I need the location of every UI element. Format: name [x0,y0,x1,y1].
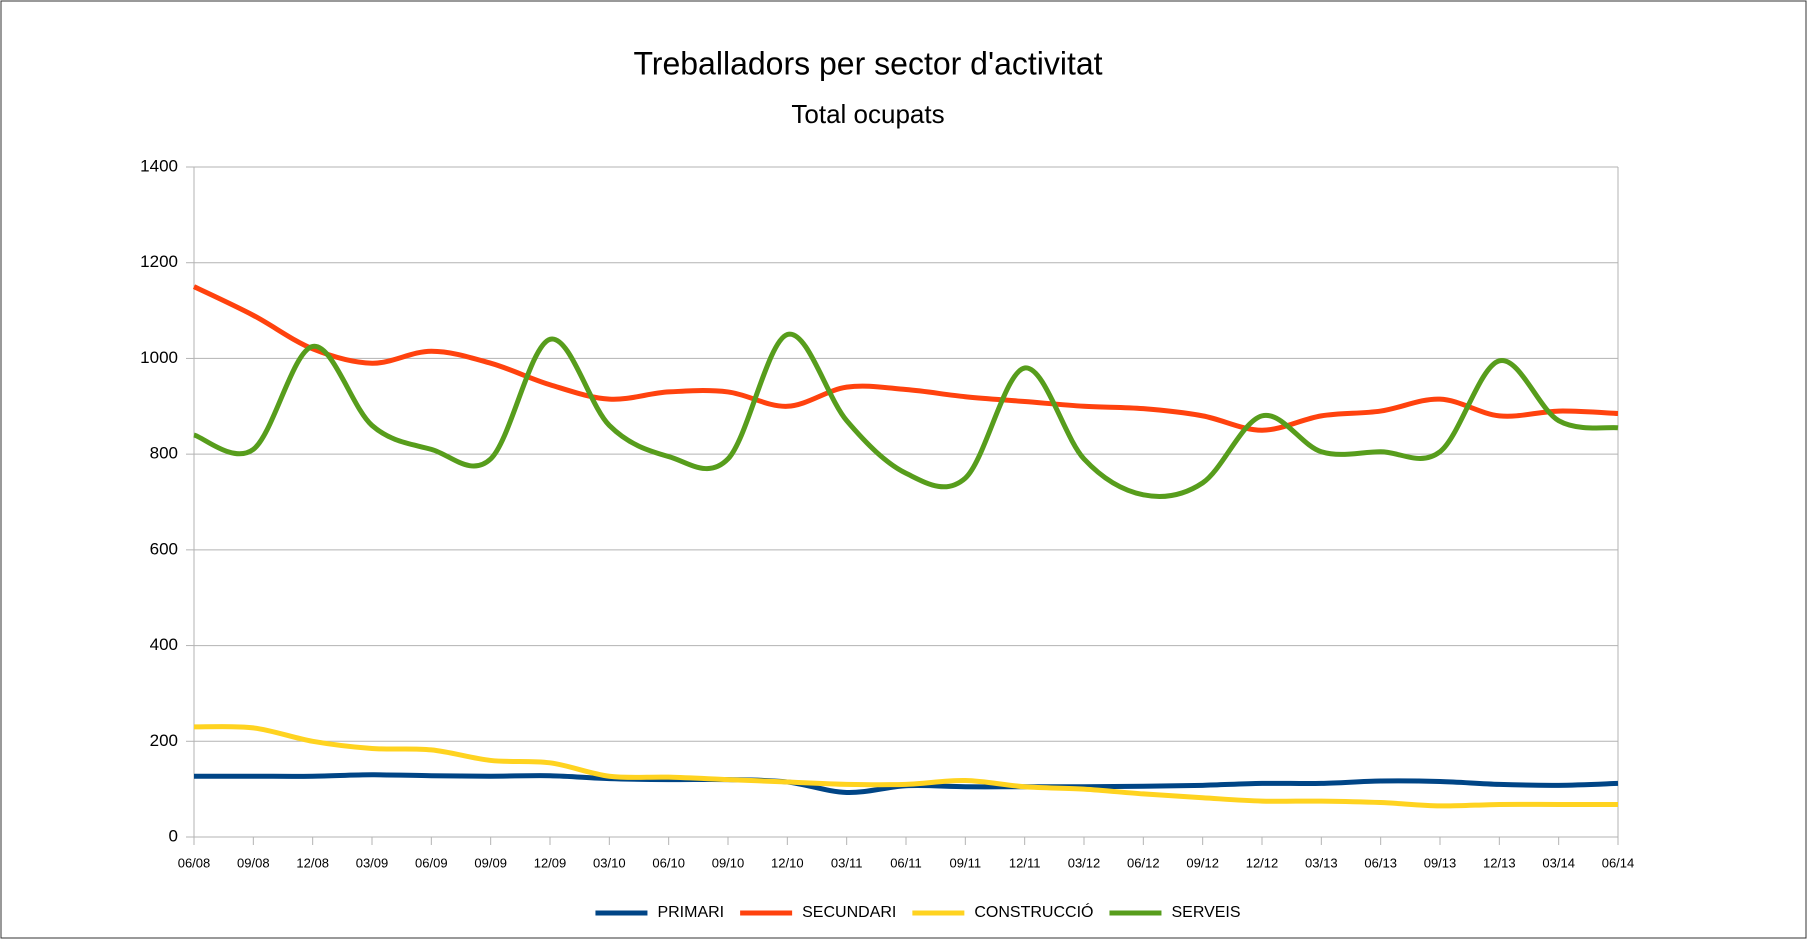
x-tick-label: 12/13 [1483,855,1516,870]
x-tick-label: 03/10 [593,855,626,870]
x-tick-label: 09/10 [712,855,745,870]
x-tick-label: 09/11 [950,855,982,870]
legend-label: CONSTRUCCIÓ [974,902,1093,921]
x-tick-label: 03/11 [831,855,863,870]
legend-label: SECUNDARI [802,904,896,921]
x-tick-label: 06/11 [890,855,922,870]
x-tick-label: 06/12 [1127,855,1160,870]
y-tick-label: 1000 [140,348,178,367]
series-line [192,284,1619,433]
y-tick-label: 600 [150,539,178,558]
x-tick-label: 12/08 [296,855,329,870]
y-tick-label: 200 [150,731,178,750]
y-tick-label: 0 [169,826,178,845]
x-tick-label: 12/11 [1009,855,1041,870]
x-tick-label: 06/09 [415,855,448,870]
x-tick-label: 03/12 [1068,855,1101,870]
x-tick-label: 09/09 [474,855,507,870]
x-tick-label: 12/09 [534,855,567,870]
chart-subtitle: Total ocupats [791,99,944,129]
y-tick-label: 1200 [140,252,178,271]
legend-label: PRIMARI [657,904,724,921]
series-line [193,724,1618,809]
x-tick-label: 12/12 [1246,855,1279,870]
y-tick-label: 400 [150,635,178,654]
x-tick-label: 09/13 [1424,855,1457,870]
x-tick-label: 09/08 [237,855,270,870]
y-tick-label: 1400 [140,156,178,175]
y-tick-label: 800 [150,444,178,463]
x-tick-label: 12/10 [771,855,804,870]
x-tick-label: 03/13 [1305,855,1338,870]
x-tick-label: 09/12 [1186,855,1219,870]
x-tick-label: 03/09 [356,855,389,870]
x-tick-label: 06/10 [652,855,685,870]
x-tick-label: 06/13 [1364,855,1397,870]
legend-label: SERVEIS [1171,904,1240,921]
x-tick-label: 06/08 [178,855,211,870]
chart-title: Treballadors per sector d'activitat [633,45,1102,81]
x-tick-label: 06/14 [1602,855,1635,870]
series-line [193,331,1619,499]
x-tick-label: 03/14 [1542,855,1575,870]
